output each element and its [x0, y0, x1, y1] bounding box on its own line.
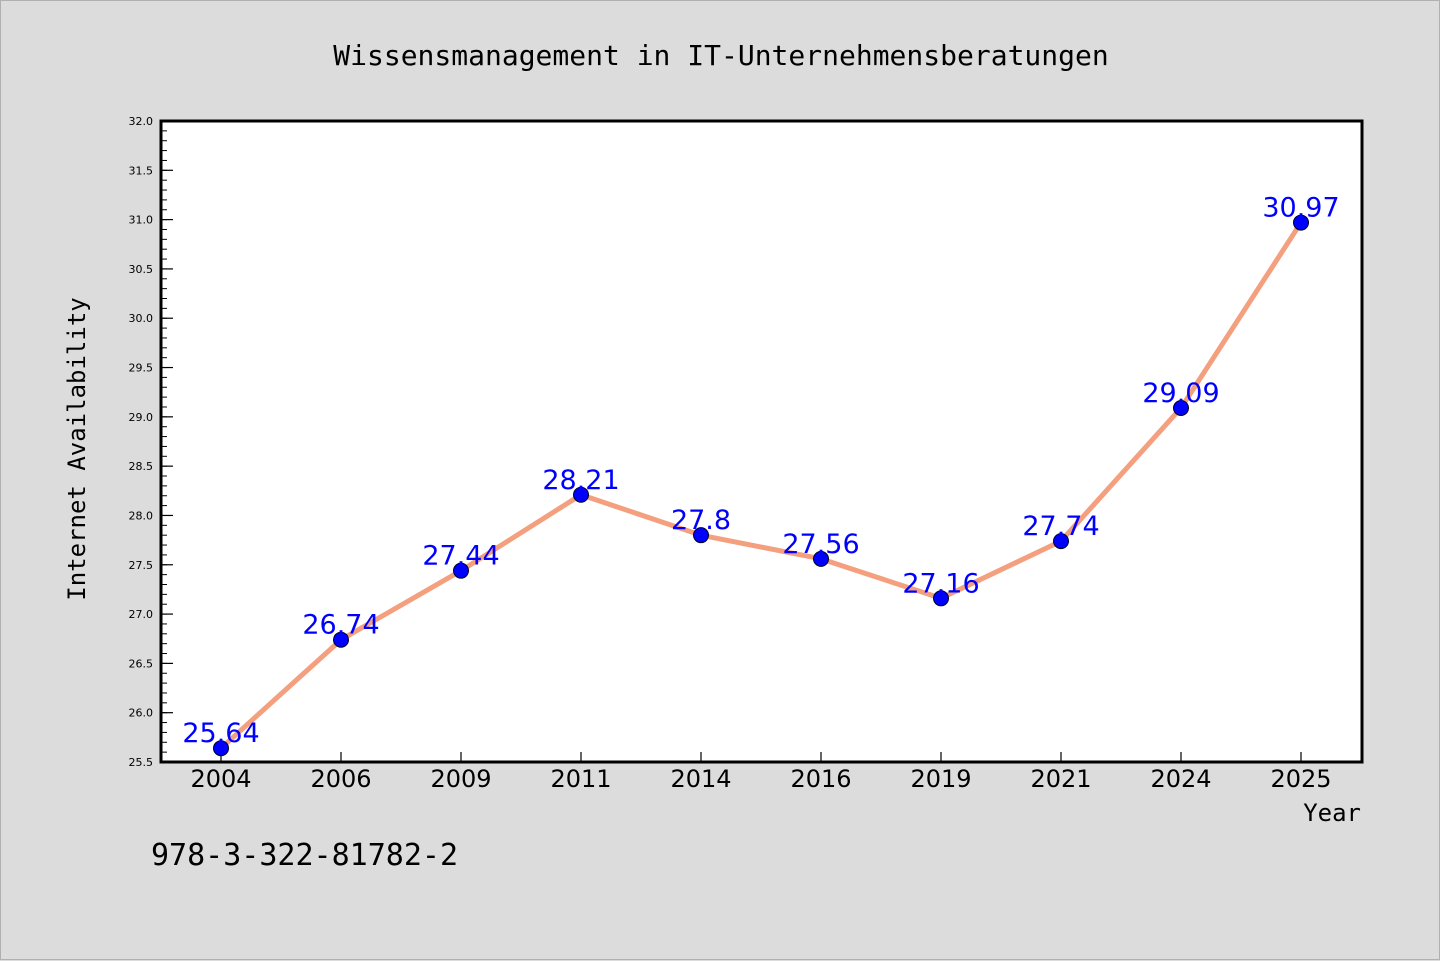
data-point: [1293, 214, 1309, 231]
y-tick-label: 27.5: [129, 559, 154, 572]
x-tick-label: 2009: [430, 765, 491, 793]
y-tick-label: 29.5: [129, 362, 154, 375]
series-layer: [213, 214, 1309, 757]
x-tick-label: 2016: [790, 765, 851, 793]
data-point: [813, 550, 829, 567]
data-label-layer: 25.64 26.74 27.44 28.21 27.8 27.56 27.16 27.74 2…: [182, 193, 1339, 750]
x-tick-label: 2025: [1270, 765, 1331, 793]
y-tick-label: 28.0: [129, 509, 154, 522]
data-point: [573, 486, 589, 503]
y-tick-label: 31.5: [129, 164, 154, 177]
y-axis-label: Internet Availability: [63, 297, 91, 600]
data-label: 28.21: [542, 465, 619, 496]
data-point: [933, 590, 949, 607]
x-tick-label: 2021: [1030, 765, 1091, 793]
y-axis: 25.5 26.0 26.5 27.0 27.5 28.0 28.5 29.0 29.5 30.0…: [129, 115, 173, 769]
series-line: [218, 220, 1304, 751]
x-tick-label: 2014: [670, 765, 731, 793]
data-label: 26.74: [302, 610, 379, 641]
y-tick-label: 32.0: [129, 115, 154, 128]
y-tick-label: 30.5: [129, 263, 154, 276]
chart-title: Wissensmanagement in IT-Unternehmensbera…: [333, 39, 1108, 72]
data-point: [453, 562, 469, 579]
y-tick-label: 30.0: [129, 312, 154, 325]
x-axis-label: Year: [1303, 799, 1361, 827]
data-label: 27.16: [902, 568, 979, 599]
y-tick-label: 26.0: [129, 707, 154, 720]
y-tick-label: 29.0: [129, 411, 154, 424]
data-label: 27.56: [782, 529, 859, 560]
data-label: 25.64: [182, 718, 259, 749]
y-tick-label: 31.0: [129, 214, 154, 227]
data-label: 30.97: [1262, 193, 1339, 224]
data-label: 29.09: [1142, 378, 1219, 409]
x-axis: 2004 2006 2009 2011 2014 2016 2019 2021 2024 2025: [190, 752, 1332, 793]
data-point: [693, 527, 709, 544]
y-tick-label: 25.5: [129, 756, 154, 769]
x-tick-label: 2004: [190, 765, 251, 793]
isbn-footer: 978-3-322-81782-2: [151, 838, 458, 873]
data-label: 27.8: [671, 505, 731, 536]
x-tick-label: 2024: [1150, 765, 1211, 793]
data-point: [333, 631, 349, 648]
y-tick-label: 28.5: [129, 460, 154, 473]
data-point: [1053, 533, 1069, 550]
y-tick-label: 26.5: [129, 657, 154, 670]
data-label: 27.44: [422, 541, 499, 572]
x-tick-label: 2019: [910, 765, 971, 793]
x-tick-label: 2011: [550, 765, 611, 793]
data-point: [1173, 399, 1189, 416]
plot-area: [159, 119, 1364, 764]
data-label: 27.74: [1022, 511, 1099, 542]
x-tick-label: 2006: [310, 765, 371, 793]
data-point: [213, 740, 229, 757]
y-tick-label: 27.0: [129, 608, 154, 621]
